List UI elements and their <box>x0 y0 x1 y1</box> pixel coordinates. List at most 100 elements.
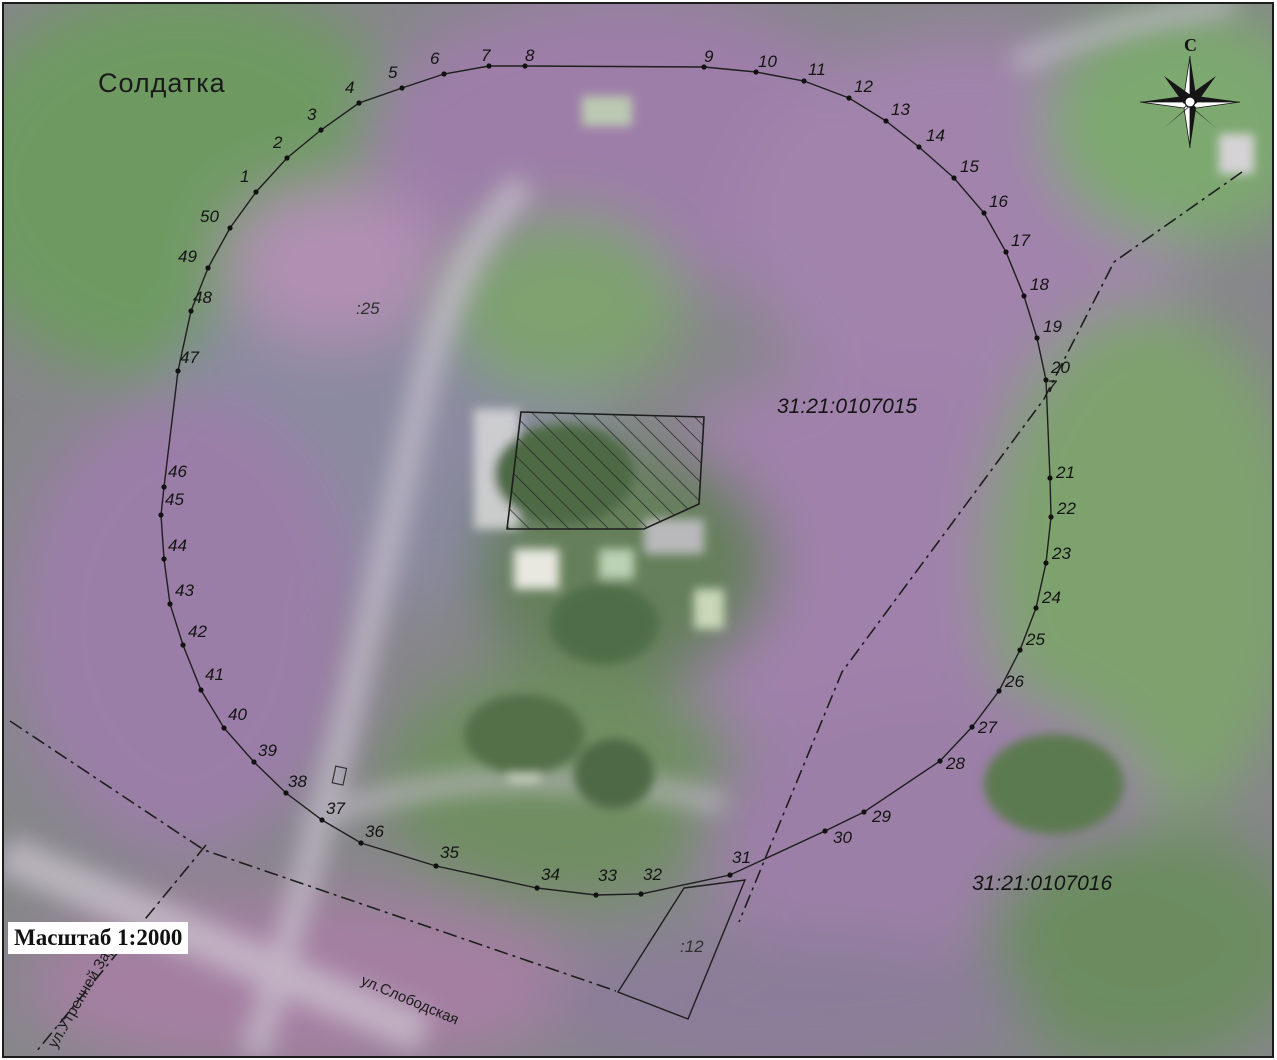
boundary-point-label: 29 <box>871 807 891 826</box>
boundary-point-17[interactable] <box>1003 249 1009 255</box>
boundary-point-label: 42 <box>188 622 207 641</box>
boundary-point-label: 11 <box>808 60 826 79</box>
boundary-point-28[interactable] <box>937 758 943 764</box>
boundary-point-39[interactable] <box>251 759 257 765</box>
boundary-point-label: 17 <box>1011 231 1030 250</box>
boundary-marker-label: 7 <box>1047 377 1057 396</box>
parcel-12-outline[interactable] <box>616 879 747 1020</box>
boundary-point-31[interactable] <box>727 872 733 878</box>
boundary-point-markers <box>158 63 1054 898</box>
boundary-point-label: 45 <box>165 490 184 509</box>
boundary-point-26[interactable] <box>996 688 1002 694</box>
boundary-point-16[interactable] <box>981 210 987 216</box>
boundary-point-label: 23 <box>1051 544 1071 563</box>
boundary-point-3[interactable] <box>318 127 324 133</box>
boundary-point-label: 18 <box>1030 275 1049 294</box>
boundary-point-label: 16 <box>989 192 1008 211</box>
boundary-point-36[interactable] <box>358 840 364 846</box>
boundary-point-41[interactable] <box>198 687 204 693</box>
boundary-point-24[interactable] <box>1033 605 1039 611</box>
boundary-point-label: 37 <box>326 799 345 818</box>
small-structure-marker <box>331 765 348 786</box>
boundary-point-5[interactable] <box>399 85 405 91</box>
boundary-point-13[interactable] <box>883 118 889 124</box>
hatched-building-parcel[interactable] <box>506 411 705 530</box>
boundary-point-50[interactable] <box>227 225 233 231</box>
boundary-point-label: 2 <box>272 133 283 152</box>
boundary-point-40[interactable] <box>221 725 227 731</box>
boundary-point-9[interactable] <box>701 64 707 70</box>
boundary-point-37[interactable] <box>319 817 325 823</box>
boundary-point-23[interactable] <box>1043 560 1049 566</box>
boundary-point-label: 46 <box>168 462 187 481</box>
boundary-point-2[interactable] <box>284 155 290 161</box>
boundary-point-14[interactable] <box>916 144 922 150</box>
boundary-point-32[interactable] <box>638 891 644 897</box>
boundary-point-22[interactable] <box>1048 514 1054 520</box>
boundary-point-label: 44 <box>168 536 187 555</box>
boundary-point-25[interactable] <box>1017 647 1023 653</box>
boundary-point-29[interactable] <box>861 809 867 815</box>
boundary-point-label: 33 <box>598 866 617 885</box>
boundary-point-label: 32 <box>643 865 662 884</box>
boundary-point-38[interactable] <box>283 790 289 796</box>
cadastral-quarter-label: 31:21:0107016 <box>972 872 1112 895</box>
boundary-point-8[interactable] <box>522 63 528 69</box>
boundary-point-35[interactable] <box>433 863 439 869</box>
boundary-point-45[interactable] <box>158 512 164 518</box>
street-boundary-line <box>9 720 617 992</box>
boundary-point-27[interactable] <box>969 724 975 730</box>
boundary-point-6[interactable] <box>441 71 447 77</box>
boundary-point-label: 35 <box>440 843 459 862</box>
boundary-point-12[interactable] <box>846 95 852 101</box>
boundary-point-label: 31 <box>732 848 751 867</box>
boundary-point-label: 26 <box>1004 672 1024 691</box>
cadastral-quarter-label: 31:21:0107015 <box>777 395 917 418</box>
boundary-point-19[interactable] <box>1034 335 1040 341</box>
boundary-point-1[interactable] <box>253 189 259 195</box>
boundary-point-label: 3 <box>307 105 317 124</box>
boundary-point-label: 9 <box>704 47 714 66</box>
compass-rose-icon <box>1139 55 1241 149</box>
boundary-point-46[interactable] <box>161 484 167 490</box>
boundary-point-18[interactable] <box>1021 293 1027 299</box>
boundary-point-label: 40 <box>228 705 247 724</box>
boundary-point-10[interactable] <box>753 69 759 75</box>
boundary-point-42[interactable] <box>180 642 186 648</box>
aerial-imagery <box>4 4 1272 1056</box>
boundary-point-label: 49 <box>178 247 197 266</box>
parcel-label-25: :25 <box>356 299 380 318</box>
boundary-point-44[interactable] <box>161 556 167 562</box>
boundary-point-label: 24 <box>1041 588 1061 607</box>
boundary-point-34[interactable] <box>534 885 540 891</box>
boundary-point-label: 10 <box>758 52 777 71</box>
boundary-point-label: 14 <box>926 126 945 145</box>
boundary-point-label: 6 <box>430 49 440 68</box>
boundary-point-48[interactable] <box>188 308 194 314</box>
boundary-point-label: 25 <box>1025 630 1045 649</box>
boundary-point-label: 34 <box>541 865 560 884</box>
boundary-point-30[interactable] <box>822 828 828 834</box>
boundary-point-label: 5 <box>388 63 398 82</box>
village-name: Солдатка <box>98 68 226 98</box>
boundary-point-label: 48 <box>193 288 212 307</box>
boundary-point-label: 36 <box>365 822 384 841</box>
boundary-point-11[interactable] <box>801 78 807 84</box>
north-label: С <box>1184 35 1197 55</box>
boundary-point-20[interactable] <box>1043 377 1049 383</box>
boundary-point-21[interactable] <box>1047 475 1053 481</box>
boundary-point-label: 13 <box>891 100 910 119</box>
boundary-point-4[interactable] <box>356 100 362 106</box>
boundary-point-15[interactable] <box>951 175 957 181</box>
quarter-boundary-line <box>738 171 1243 923</box>
boundary-point-43[interactable] <box>167 601 173 607</box>
boundary-point-49[interactable] <box>205 265 211 271</box>
boundary-point-label: 20 <box>1050 358 1070 377</box>
boundary-point-label: 19 <box>1043 317 1062 336</box>
boundary-point-7[interactable] <box>486 63 492 69</box>
boundary-point-label: 41 <box>205 665 224 684</box>
boundary-point-47[interactable] <box>175 368 181 374</box>
boundary-point-33[interactable] <box>593 892 599 898</box>
